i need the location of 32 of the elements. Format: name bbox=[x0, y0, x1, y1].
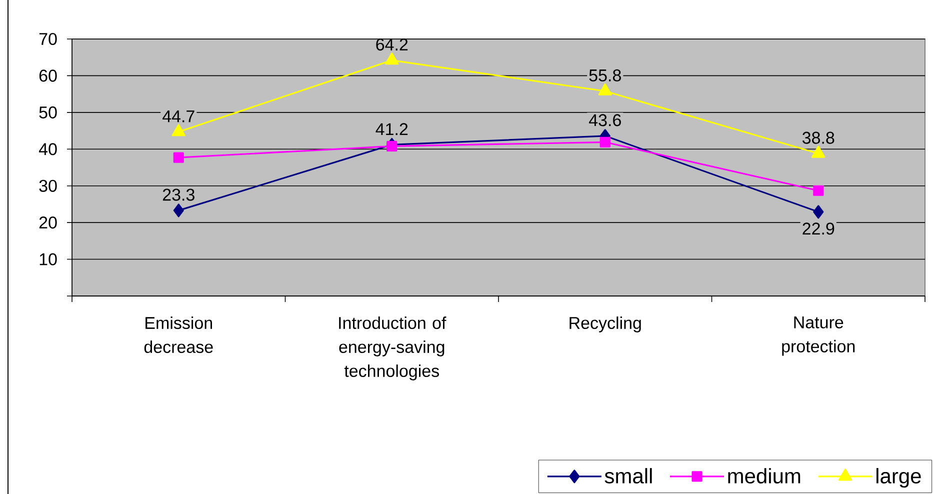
point bbox=[598, 83, 612, 96]
point bbox=[173, 152, 184, 163]
point bbox=[172, 124, 186, 136]
y-tick-label: 70 bbox=[39, 32, 57, 46]
data-label: 38.8 bbox=[802, 132, 834, 144]
data-label: 22.9 bbox=[802, 222, 834, 235]
y-tick-label: 40 bbox=[38, 143, 57, 156]
x-tick-label: Introduction of energy-saving technologies bbox=[339, 316, 446, 380]
y-tick-label: 60 bbox=[39, 70, 57, 82]
point bbox=[812, 146, 826, 158]
point bbox=[173, 204, 184, 218]
data-label: 44.7 bbox=[162, 110, 194, 122]
point bbox=[386, 140, 398, 152]
y-tick-label: 30 bbox=[39, 180, 57, 192]
data-label: 64.2 bbox=[376, 38, 408, 51]
data-label: 55.8 bbox=[589, 69, 621, 82]
x-tick-label: Emission decrease bbox=[144, 316, 213, 354]
legend-label: large bbox=[876, 468, 921, 488]
point bbox=[600, 136, 610, 148]
legend-label: small bbox=[604, 468, 652, 484]
data-label: 23.3 bbox=[162, 188, 194, 201]
x-tick-label: Nature protection bbox=[782, 316, 855, 356]
legend-label: medium bbox=[728, 468, 800, 484]
point bbox=[813, 185, 824, 196]
y-tick-label: 50 bbox=[39, 106, 57, 118]
point bbox=[385, 52, 399, 65]
point bbox=[813, 205, 824, 219]
y-tick-label: 10 bbox=[40, 253, 57, 266]
x-tick-label: Recycling bbox=[570, 316, 641, 332]
data-label: 43.6 bbox=[588, 114, 621, 126]
y-tick-label: 20 bbox=[39, 216, 57, 229]
data-label: 41.2 bbox=[376, 123, 408, 136]
